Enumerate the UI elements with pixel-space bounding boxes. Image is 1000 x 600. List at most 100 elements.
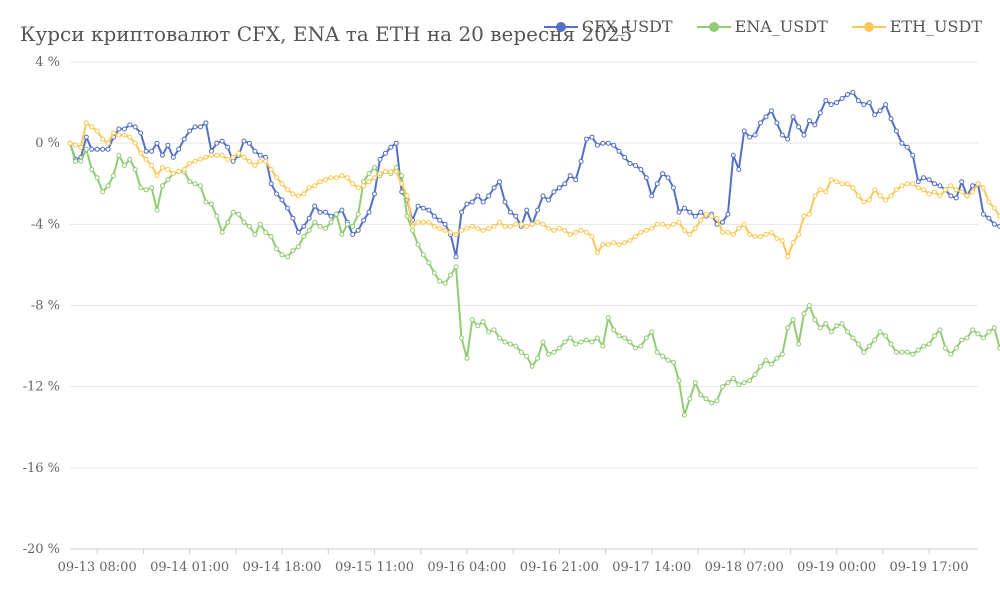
data-point-cfx_usdt[interactable] <box>633 163 638 168</box>
data-point-cfx_usdt[interactable] <box>768 108 774 114</box>
data-point-cfx_usdt[interactable] <box>328 213 334 219</box>
data-point-eth_usdt[interactable] <box>915 185 921 191</box>
data-point-cfx_usdt[interactable] <box>491 185 497 191</box>
data-point-cfx_usdt[interactable] <box>932 181 937 187</box>
data-point-eth_usdt[interactable] <box>681 227 687 233</box>
data-point-cfx_usdt[interactable] <box>459 209 464 215</box>
data-point-ena_usdt[interactable] <box>279 252 285 258</box>
data-point-cfx_usdt[interactable] <box>627 161 633 166</box>
data-point-ena_usdt[interactable] <box>638 343 644 349</box>
data-point-eth_usdt[interactable] <box>921 187 927 193</box>
data-point-cfx_usdt[interactable] <box>121 126 127 132</box>
data-point-ena_usdt[interactable] <box>535 355 541 361</box>
data-point-ena_usdt[interactable] <box>540 339 546 345</box>
data-point-ena_usdt[interactable] <box>556 345 562 351</box>
data-point-ena_usdt[interactable] <box>714 398 720 404</box>
data-point-ena_usdt[interactable] <box>812 317 818 323</box>
data-point-cfx_usdt[interactable] <box>420 205 426 211</box>
data-point-ena_usdt[interactable] <box>567 335 573 341</box>
data-point-cfx_usdt[interactable] <box>426 207 432 213</box>
data-point-eth_usdt[interactable] <box>611 240 617 246</box>
data-point-cfx_usdt[interactable] <box>790 114 796 120</box>
data-point-eth_usdt[interactable] <box>633 234 638 239</box>
data-point-eth_usdt[interactable] <box>828 177 834 183</box>
data-point-ena_usdt[interactable] <box>877 329 883 335</box>
data-point-eth_usdt[interactable] <box>306 185 312 191</box>
data-point-cfx_usdt[interactable] <box>257 152 263 158</box>
data-point-cfx_usdt[interactable] <box>774 120 780 126</box>
data-point-cfx_usdt[interactable] <box>872 112 878 118</box>
data-point-ena_usdt[interactable] <box>437 278 443 284</box>
data-point-cfx_usdt[interactable] <box>763 114 769 120</box>
data-point-ena_usdt[interactable] <box>643 335 649 341</box>
data-point-ena_usdt[interactable] <box>208 201 214 207</box>
data-point-eth_usdt[interactable] <box>486 225 492 231</box>
data-point-eth_usdt[interactable] <box>622 240 628 246</box>
data-point-cfx_usdt[interactable] <box>616 148 622 154</box>
data-point-ena_usdt[interactable] <box>709 400 715 406</box>
data-point-ena_usdt[interactable] <box>899 349 905 355</box>
data-point-eth_usdt[interactable] <box>475 225 481 231</box>
data-point-ena_usdt[interactable] <box>980 335 986 341</box>
data-point-ena_usdt[interactable] <box>524 353 530 359</box>
data-point-eth_usdt[interactable] <box>779 238 785 244</box>
data-point-eth_usdt[interactable] <box>970 189 976 195</box>
data-point-ena_usdt[interactable] <box>355 211 361 217</box>
data-point-eth_usdt[interactable] <box>219 152 225 158</box>
data-point-eth_usdt[interactable] <box>540 221 546 227</box>
data-point-eth_usdt[interactable] <box>241 154 247 160</box>
data-point-eth_usdt[interactable] <box>584 229 589 235</box>
data-point-cfx_usdt[interactable] <box>855 98 861 104</box>
data-point-ena_usdt[interactable] <box>578 339 584 345</box>
data-point-eth_usdt[interactable] <box>991 205 997 211</box>
data-point-ena_usdt[interactable] <box>959 337 965 343</box>
data-point-cfx_usdt[interactable] <box>720 219 725 225</box>
data-point-eth_usdt[interactable] <box>420 219 426 225</box>
data-point-eth_usdt[interactable] <box>344 175 350 181</box>
data-point-ena_usdt[interactable] <box>486 329 492 335</box>
data-point-ena_usdt[interactable] <box>154 207 160 213</box>
data-point-eth_usdt[interactable] <box>855 193 861 199</box>
data-point-eth_usdt[interactable] <box>551 227 557 233</box>
data-point-eth_usdt[interactable] <box>975 181 981 187</box>
data-point-eth_usdt[interactable] <box>986 199 992 205</box>
data-point-ena_usdt[interactable] <box>975 331 981 337</box>
data-point-eth_usdt[interactable] <box>546 225 551 231</box>
data-point-eth_usdt[interactable] <box>192 158 198 164</box>
data-point-ena_usdt[interactable] <box>295 244 301 250</box>
data-point-eth_usdt[interactable] <box>366 179 372 185</box>
data-point-eth_usdt[interactable] <box>529 221 535 227</box>
data-point-cfx_usdt[interactable] <box>654 181 660 187</box>
data-point-eth_usdt[interactable] <box>279 181 285 187</box>
data-point-cfx_usdt[interactable] <box>758 120 763 126</box>
legend-item-eth[interactable]: ETH_USDT <box>851 17 982 36</box>
data-point-cfx_usdt[interactable] <box>888 116 894 122</box>
data-point-eth_usdt[interactable] <box>643 227 649 233</box>
data-point-eth_usdt[interactable] <box>268 167 274 172</box>
data-point-ena_usdt[interactable] <box>888 341 894 347</box>
data-point-eth_usdt[interactable] <box>801 213 807 219</box>
data-point-cfx_usdt[interactable] <box>105 146 111 152</box>
data-point-ena_usdt[interactable] <box>806 303 812 308</box>
data-point-eth_usdt[interactable] <box>285 187 290 193</box>
data-point-cfx_usdt[interactable] <box>339 207 345 213</box>
data-point-eth_usdt[interactable] <box>600 242 606 248</box>
data-point-cfx_usdt[interactable] <box>741 128 747 134</box>
data-point-cfx_usdt[interactable] <box>116 126 122 132</box>
data-point-ena_usdt[interactable] <box>214 213 220 219</box>
data-point-eth_usdt[interactable] <box>834 179 840 185</box>
data-point-eth_usdt[interactable] <box>187 161 193 166</box>
data-point-eth_usdt[interactable] <box>671 221 676 227</box>
data-point-cfx_usdt[interactable] <box>643 175 649 181</box>
data-point-eth_usdt[interactable] <box>72 142 78 148</box>
data-point-cfx_usdt[interactable] <box>241 138 247 144</box>
data-point-ena_usdt[interactable] <box>268 234 274 239</box>
data-point-cfx_usdt[interactable] <box>866 100 872 106</box>
data-point-cfx_usdt[interactable] <box>176 146 182 152</box>
legend-item-cfx[interactable]: CFX_USDT <box>543 17 673 36</box>
data-point-eth_usdt[interactable] <box>578 227 584 233</box>
data-point-cfx_usdt[interactable] <box>839 96 845 101</box>
data-point-ena_usdt[interactable] <box>344 221 350 227</box>
data-point-cfx_usdt[interactable] <box>415 203 421 209</box>
data-point-ena_usdt[interactable] <box>926 341 932 347</box>
